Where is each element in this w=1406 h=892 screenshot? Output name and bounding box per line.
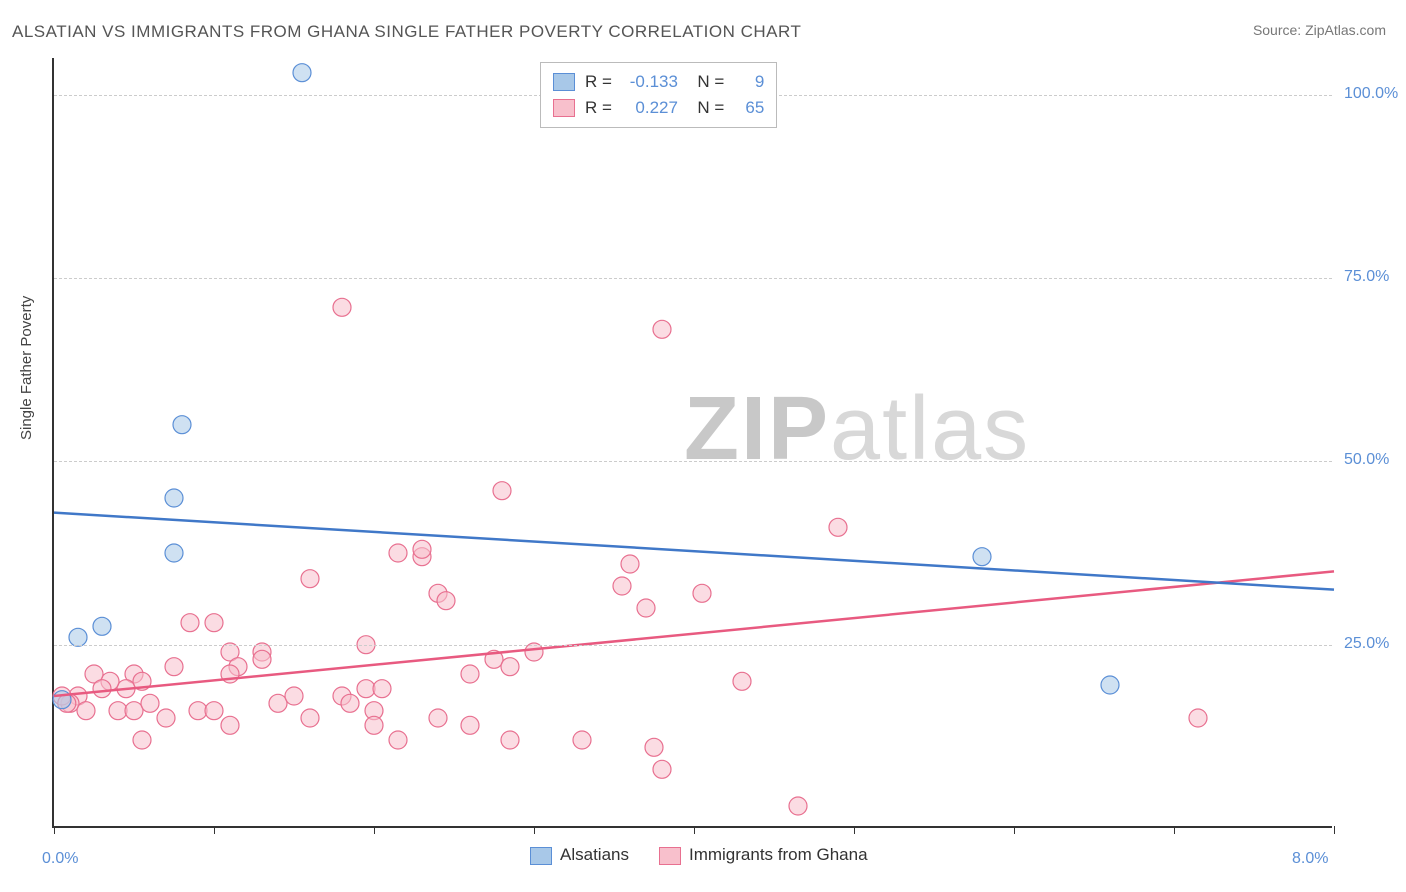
x-tick: [54, 826, 55, 834]
scatter-point: [301, 570, 319, 588]
x-tick: [534, 826, 535, 834]
legend-item-pink: Immigrants from Ghana: [659, 845, 868, 865]
y-tick-label: 50.0%: [1344, 451, 1389, 469]
scatter-point: [621, 555, 639, 573]
n-label: N =: [688, 72, 724, 92]
scatter-point: [789, 797, 807, 815]
r-value-pink: 0.227: [622, 98, 678, 118]
scatter-point: [269, 694, 287, 712]
x-tick: [374, 826, 375, 834]
scatter-point: [189, 702, 207, 720]
scatter-point: [645, 738, 663, 756]
legend-row-pink: R = 0.227 N = 65: [553, 95, 764, 121]
legend-row-blue: R = -0.133 N = 9: [553, 69, 764, 95]
r-value-blue: -0.133: [622, 72, 678, 92]
scatter-point: [373, 680, 391, 698]
scatter-point: [165, 489, 183, 507]
r-label: R =: [585, 72, 612, 92]
gridline-h: [54, 645, 1332, 646]
n-value-pink: 65: [734, 98, 764, 118]
x-axis-label: 0.0%: [42, 850, 78, 868]
scatter-point: [461, 665, 479, 683]
scatter-point: [365, 716, 383, 734]
scatter-point: [181, 614, 199, 632]
swatch-pink: [659, 847, 681, 865]
scatter-point: [165, 544, 183, 562]
scatter-point: [93, 617, 111, 635]
scatter-point: [1189, 709, 1207, 727]
scatter-point: [221, 716, 239, 734]
r-label: R =: [585, 98, 612, 118]
scatter-point: [333, 298, 351, 316]
scatter-point: [341, 694, 359, 712]
swatch-blue: [553, 73, 575, 91]
scatter-point: [173, 416, 191, 434]
y-tick-label: 25.0%: [1344, 635, 1389, 653]
scatter-point: [109, 702, 127, 720]
scatter-point: [429, 709, 447, 727]
scatter-point: [653, 760, 671, 778]
scatter-point: [653, 320, 671, 338]
scatter-point: [733, 672, 751, 690]
x-tick: [1174, 826, 1175, 834]
x-tick: [854, 826, 855, 834]
scatter-point: [829, 518, 847, 536]
swatch-pink: [553, 99, 575, 117]
scatter-point: [613, 577, 631, 595]
scatter-point: [157, 709, 175, 727]
n-label: N =: [688, 98, 724, 118]
y-tick-label: 75.0%: [1344, 268, 1389, 286]
plot-area: ZIPatlas: [52, 58, 1332, 828]
scatter-point: [69, 628, 87, 646]
scatter-point: [493, 482, 511, 500]
scatter-point: [501, 658, 519, 676]
scatter-point: [357, 680, 375, 698]
scatter-point: [141, 694, 159, 712]
x-tick: [214, 826, 215, 834]
legend-item-blue: Alsatians: [530, 845, 629, 865]
plot-svg: [54, 58, 1332, 826]
x-tick: [1014, 826, 1015, 834]
scatter-point: [973, 548, 991, 566]
scatter-point: [293, 64, 311, 82]
scatter-point: [461, 716, 479, 734]
scatter-point: [125, 702, 143, 720]
scatter-point: [437, 592, 455, 610]
scatter-point: [1101, 676, 1119, 694]
scatter-point: [253, 650, 271, 668]
scatter-point: [165, 658, 183, 676]
x-tick: [694, 826, 695, 834]
scatter-point: [693, 584, 711, 602]
y-tick-label: 100.0%: [1344, 85, 1398, 103]
scatter-point: [301, 709, 319, 727]
gridline-h: [54, 461, 1332, 462]
scatter-point: [525, 643, 543, 661]
chart-root: ALSATIAN VS IMMIGRANTS FROM GHANA SINGLE…: [0, 0, 1406, 892]
legend-correlation-box: R = -0.133 N = 9 R = 0.227 N = 65: [540, 62, 777, 128]
swatch-blue: [530, 847, 552, 865]
scatter-point: [637, 599, 655, 617]
source-attribution: Source: ZipAtlas.com: [1253, 22, 1386, 38]
n-value-blue: 9: [734, 72, 764, 92]
y-axis-label: Single Father Poverty: [18, 296, 35, 440]
x-tick: [1334, 826, 1335, 834]
scatter-point: [205, 614, 223, 632]
scatter-point: [413, 540, 431, 558]
scatter-point: [285, 687, 303, 705]
scatter-point: [501, 731, 519, 749]
scatter-point: [133, 731, 151, 749]
chart-title: ALSATIAN VS IMMIGRANTS FROM GHANA SINGLE…: [12, 22, 801, 42]
scatter-point: [93, 680, 111, 698]
trend-line: [54, 513, 1334, 590]
scatter-point: [389, 544, 407, 562]
scatter-point: [573, 731, 591, 749]
scatter-point: [77, 702, 95, 720]
legend-series-names: Alsatians Immigrants from Ghana: [530, 845, 868, 865]
scatter-point: [389, 731, 407, 749]
scatter-point: [205, 702, 223, 720]
x-axis-label: 8.0%: [1292, 850, 1328, 868]
gridline-h: [54, 278, 1332, 279]
